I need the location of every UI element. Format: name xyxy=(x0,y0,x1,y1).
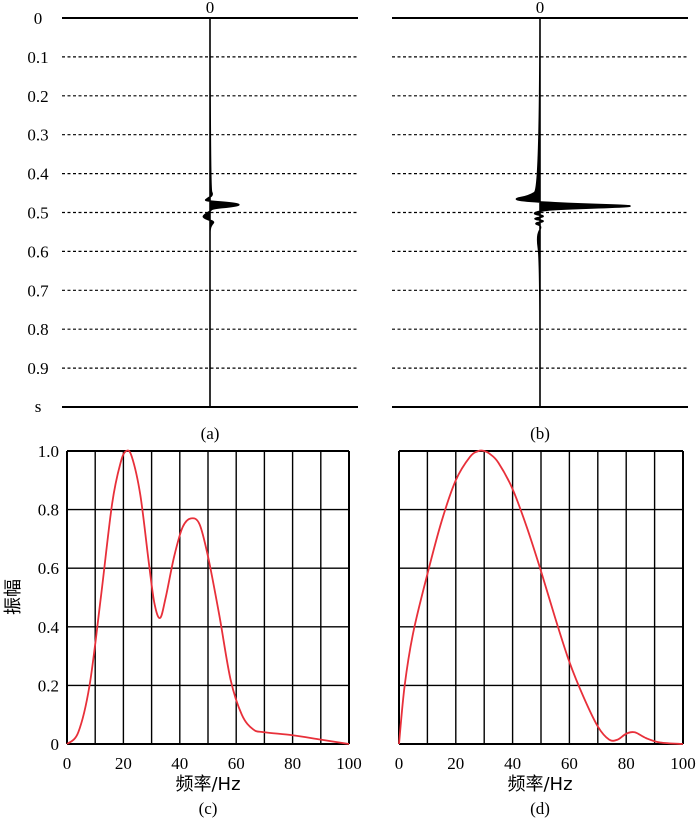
time-tick-label: 0.3 xyxy=(27,126,48,145)
time-tick-label: 0.7 xyxy=(27,281,49,300)
panel-c-xlabel: 频率/Hz xyxy=(175,774,240,795)
panel-d-caption: (d) xyxy=(530,799,550,818)
time-tick-label: 0 xyxy=(34,9,43,28)
panel-d-xtick-label: 100 xyxy=(670,754,696,773)
panel-d-spectrum: 0 20 40 60 80 100 频率/Hz (d) xyxy=(395,449,696,818)
panel-b-seismic-trace: 0 (b) xyxy=(392,0,688,443)
panel-c-xtick-label: 20 xyxy=(115,754,132,773)
time-tick-label: 0.9 xyxy=(27,359,48,378)
panel-d-spectrum-line xyxy=(398,449,684,745)
panel-a-trace-label: 0 xyxy=(206,0,215,17)
panel-c-spectrum-line xyxy=(66,449,350,745)
panel-d-xtick-label: 60 xyxy=(561,754,578,773)
panel-b-caption: (b) xyxy=(530,424,550,443)
panel-c-xtick-label: 100 xyxy=(336,754,362,773)
time-unit-label: s xyxy=(35,397,42,416)
panel-d-xtick-label: 80 xyxy=(618,754,635,773)
panel-c-xtick-label: 80 xyxy=(284,754,301,773)
panel-b-trace-label: 0 xyxy=(536,0,545,17)
panel-c-ytick-label: 0.2 xyxy=(38,676,59,695)
time-tick-label: 0.1 xyxy=(27,48,48,67)
time-tick-label: 0.6 xyxy=(27,242,48,261)
panel-d-xtick-label: 40 xyxy=(504,754,521,773)
panel-a-wavelet xyxy=(202,17,240,407)
panel-c-ytick-label: 0 xyxy=(51,735,60,754)
panel-c-xtick-label: 40 xyxy=(171,754,188,773)
panel-c-ytick-label: 0.8 xyxy=(38,501,59,520)
panel-a-caption: (a) xyxy=(201,424,220,443)
time-tick-label: 0.8 xyxy=(27,320,48,339)
panel-c-caption: (c) xyxy=(199,799,218,818)
panel-c-ytick-label: 1.0 xyxy=(38,442,59,461)
panel-c-xtick-label: 60 xyxy=(228,754,245,773)
panel-a-seismic-trace: 0 0.1 0.2 0.3 0.4 0.5 0.6 0.7 0.8 0.9 0 s (a) xyxy=(27,0,358,443)
time-tick-label: 0.2 xyxy=(27,87,48,106)
panel-c-ylabel: 振幅 xyxy=(3,579,24,615)
panel-d-xtick-label: 20 xyxy=(447,754,464,773)
panel-c-spectrum: 0 0.2 0.4 0.6 0.8 1.0 0 20 40 60 80 100 振幅 频率/Hz (… xyxy=(3,442,362,818)
panel-c-xtick-label: 0 xyxy=(63,754,72,773)
panel-c-ytick-label: 0.6 xyxy=(38,559,59,578)
panel-c-ytick-label: 0.4 xyxy=(38,618,60,637)
time-tick-label: 0.4 xyxy=(27,165,49,184)
panel-b-wavelet xyxy=(515,17,631,407)
panel-d-xlabel: 频率/Hz xyxy=(507,774,572,795)
panel-d-xtick-label: 0 xyxy=(395,754,404,773)
time-tick-label: 0.5 xyxy=(27,204,48,223)
